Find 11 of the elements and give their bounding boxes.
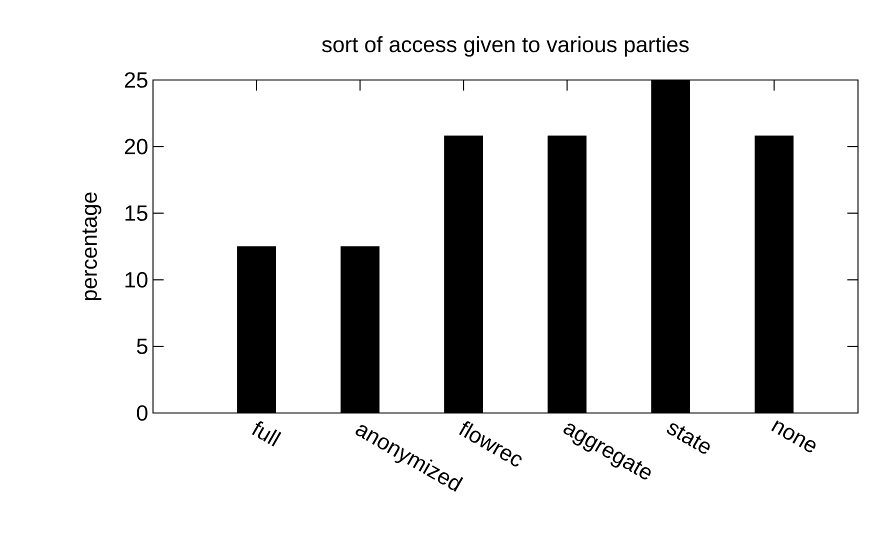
y-tick-label: 10 <box>125 272 148 288</box>
y-tick-label: 5 <box>136 338 148 354</box>
y-axis-title: percentage <box>82 192 102 300</box>
x-tick-label: full <box>252 421 282 447</box>
y-tick-label: 0 <box>136 405 148 421</box>
y-tick-label: 25 <box>124 72 148 88</box>
x-tick-label: state <box>666 423 710 454</box>
chart-title: sort of access given to various parties <box>322 36 689 57</box>
y-tick-label: 20 <box>124 138 148 154</box>
y-tick-label: 15 <box>125 206 148 221</box>
x-tick-label: none <box>771 420 816 452</box>
